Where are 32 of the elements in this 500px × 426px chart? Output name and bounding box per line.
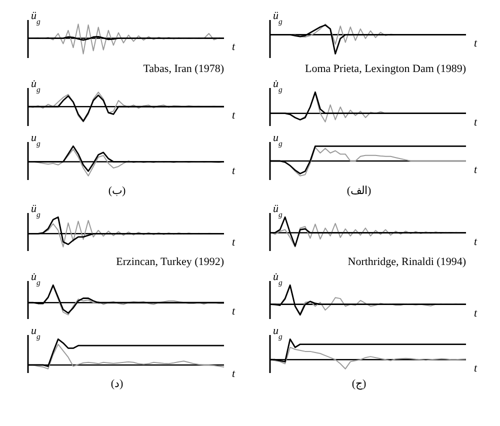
x-axis-title: t xyxy=(232,306,236,318)
y-axis-title: ü$_{g}$ xyxy=(273,203,282,218)
x-axis-title: t xyxy=(474,236,478,248)
y-axis-title: u̇$_{g}$ xyxy=(273,271,282,286)
x-axis-title: t xyxy=(232,236,236,249)
x-axis-title: t xyxy=(474,38,478,50)
x-axis-title: t xyxy=(474,362,478,375)
text: (ب) xyxy=(107,184,127,197)
y-axis-title: u$_{g}$ xyxy=(273,325,282,340)
x-axis-title: t xyxy=(232,164,236,177)
x-axis-title: t xyxy=(232,368,236,380)
x-axis-title: t xyxy=(474,307,478,320)
x-axis-title: t xyxy=(232,110,236,122)
y-axis-title: u̇$_{g}$ xyxy=(31,271,40,286)
y-axis-title: u̇$_{g}$ xyxy=(31,78,40,94)
y-axis-title: ü$_{g}$ xyxy=(273,10,282,26)
y-axis-title: u̇$_{g}$ xyxy=(273,78,282,94)
chart-title: Erzincan, Turkey (1992) xyxy=(115,255,225,269)
y-axis-title: u$_{g}$ xyxy=(273,132,282,148)
y-axis-title: ü$_{g}$ xyxy=(31,10,40,26)
chart-title: Loma Prieta, Lexington Dam (1989) xyxy=(304,62,467,76)
y-axis-title: u$_{g}$ xyxy=(31,132,40,148)
chart-title: Tabas, Iran (1978) xyxy=(142,62,225,76)
y-axis-title: u$_{g}$ xyxy=(31,325,40,340)
text: (د) xyxy=(110,377,124,390)
text: (ج) xyxy=(350,377,368,390)
x-axis-title: t xyxy=(474,116,478,128)
chart-title: Northridge, Rinaldi (1994) xyxy=(346,255,467,269)
text: (الف) xyxy=(346,184,372,197)
y-axis-title: ü$_{g}$ xyxy=(31,203,40,218)
x-axis-title: t xyxy=(232,41,236,54)
x-axis-title: t xyxy=(474,164,478,176)
